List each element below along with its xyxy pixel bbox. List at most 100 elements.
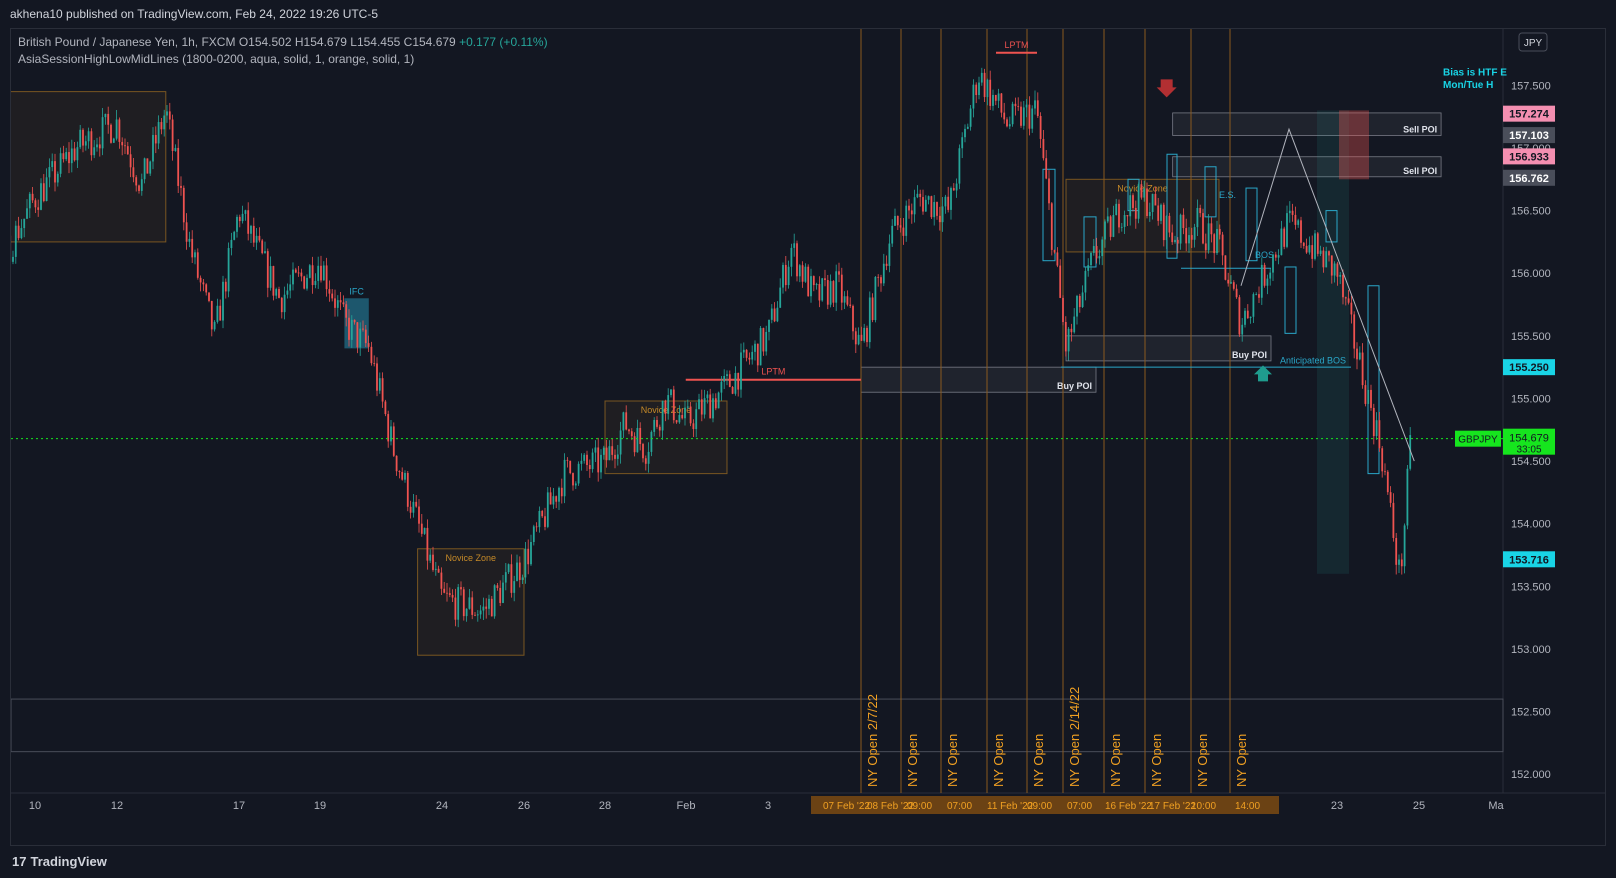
candle-body bbox=[384, 401, 387, 415]
candle-body bbox=[149, 161, 152, 174]
candle bbox=[1137, 182, 1140, 224]
candle bbox=[894, 208, 896, 226]
date-axis-label: 14:00 bbox=[1235, 801, 1260, 812]
candle bbox=[1028, 96, 1031, 136]
candle bbox=[1260, 257, 1263, 305]
candle bbox=[714, 393, 717, 411]
candle bbox=[474, 611, 476, 617]
candle-body bbox=[196, 252, 199, 278]
candle-body bbox=[468, 597, 471, 609]
candle-body bbox=[62, 153, 65, 160]
candle bbox=[1157, 197, 1160, 226]
x-tick-label: 10 bbox=[29, 800, 41, 812]
candle bbox=[1017, 97, 1020, 111]
candle bbox=[619, 421, 622, 464]
candle-body bbox=[381, 378, 384, 402]
candle-body bbox=[731, 386, 734, 394]
candle-body bbox=[644, 458, 647, 464]
candle bbox=[1118, 199, 1120, 234]
candle-body bbox=[516, 562, 518, 582]
candle-body bbox=[1067, 328, 1070, 352]
candle bbox=[1045, 149, 1048, 180]
candle-body bbox=[496, 585, 499, 588]
candle-body bbox=[625, 412, 628, 430]
candle bbox=[1011, 101, 1014, 127]
candle bbox=[1098, 249, 1101, 265]
low-value: L154.455 bbox=[350, 35, 401, 49]
candle-body bbox=[933, 202, 936, 218]
candle bbox=[770, 304, 773, 324]
candle bbox=[101, 108, 104, 156]
candle bbox=[1204, 233, 1207, 259]
price-tag bbox=[1503, 148, 1555, 165]
candle bbox=[213, 320, 216, 332]
candle-body bbox=[726, 374, 728, 376]
candle bbox=[479, 605, 482, 619]
candle-body bbox=[210, 300, 213, 330]
candle bbox=[1358, 346, 1361, 361]
aqua-box bbox=[1367, 285, 1380, 475]
candle-body bbox=[1039, 115, 1042, 139]
candle bbox=[734, 366, 737, 396]
candle bbox=[1361, 343, 1364, 389]
tradingview-brand[interactable]: 17 TradingView bbox=[12, 854, 107, 869]
candle bbox=[387, 410, 390, 448]
candle-body bbox=[672, 389, 675, 421]
candle-body bbox=[110, 124, 112, 143]
candle bbox=[790, 243, 793, 277]
candle bbox=[675, 419, 678, 424]
candle bbox=[1031, 105, 1034, 133]
candle-body bbox=[224, 281, 227, 292]
y-tick-label: 155.500 bbox=[1511, 331, 1551, 343]
candle bbox=[126, 142, 129, 155]
candle bbox=[933, 195, 936, 226]
candle bbox=[1339, 271, 1342, 285]
candle bbox=[314, 273, 317, 289]
candle-body bbox=[577, 463, 580, 484]
candle-body bbox=[166, 111, 168, 116]
candle bbox=[1367, 387, 1370, 405]
candle-body bbox=[1286, 213, 1288, 247]
candle bbox=[1202, 208, 1204, 245]
candle bbox=[535, 522, 538, 532]
candle bbox=[434, 561, 437, 576]
lptm-label: LPTM bbox=[1004, 40, 1028, 50]
candle-body bbox=[490, 598, 493, 617]
indicator-name[interactable]: AsiaSessionHighLowMidLines (1800-0200, a… bbox=[18, 52, 415, 66]
candle bbox=[1174, 235, 1176, 244]
candle bbox=[947, 186, 950, 213]
footer: 17 TradingView bbox=[0, 848, 1616, 878]
symbol-name[interactable]: British Pound / Japanese Yen, 1h, FXCM bbox=[18, 35, 236, 49]
candle bbox=[518, 556, 521, 588]
candle bbox=[658, 424, 661, 437]
candle bbox=[762, 327, 765, 356]
candle-body bbox=[1081, 292, 1084, 308]
candle-body bbox=[191, 238, 194, 258]
candle bbox=[521, 574, 524, 585]
candle-body bbox=[303, 276, 306, 289]
candle-body bbox=[829, 281, 832, 305]
candle-body bbox=[247, 210, 250, 234]
candle bbox=[712, 393, 714, 423]
y-tick-label: 152.000 bbox=[1511, 769, 1551, 781]
candle-body bbox=[737, 372, 740, 390]
candle bbox=[695, 402, 698, 438]
candle-body bbox=[1370, 389, 1372, 408]
currency-box bbox=[1518, 32, 1548, 52]
candle-body bbox=[1294, 214, 1297, 225]
candle bbox=[306, 274, 308, 291]
candle bbox=[488, 594, 490, 616]
candle bbox=[1014, 97, 1017, 116]
candle bbox=[1395, 532, 1398, 575]
candle-body bbox=[1386, 471, 1389, 493]
candle-body bbox=[350, 319, 353, 340]
candle bbox=[908, 198, 910, 219]
candle-body bbox=[1098, 256, 1101, 259]
candle-body bbox=[1311, 245, 1314, 259]
zone-label: Novice Zone bbox=[446, 553, 497, 563]
chart-panel[interactable]: Novice Zone Novice Zone Novice Zone IFC Sell… bbox=[0, 28, 1606, 846]
brand-name: TradingView bbox=[30, 854, 107, 869]
candle-body bbox=[1227, 279, 1230, 284]
candle bbox=[737, 372, 740, 397]
